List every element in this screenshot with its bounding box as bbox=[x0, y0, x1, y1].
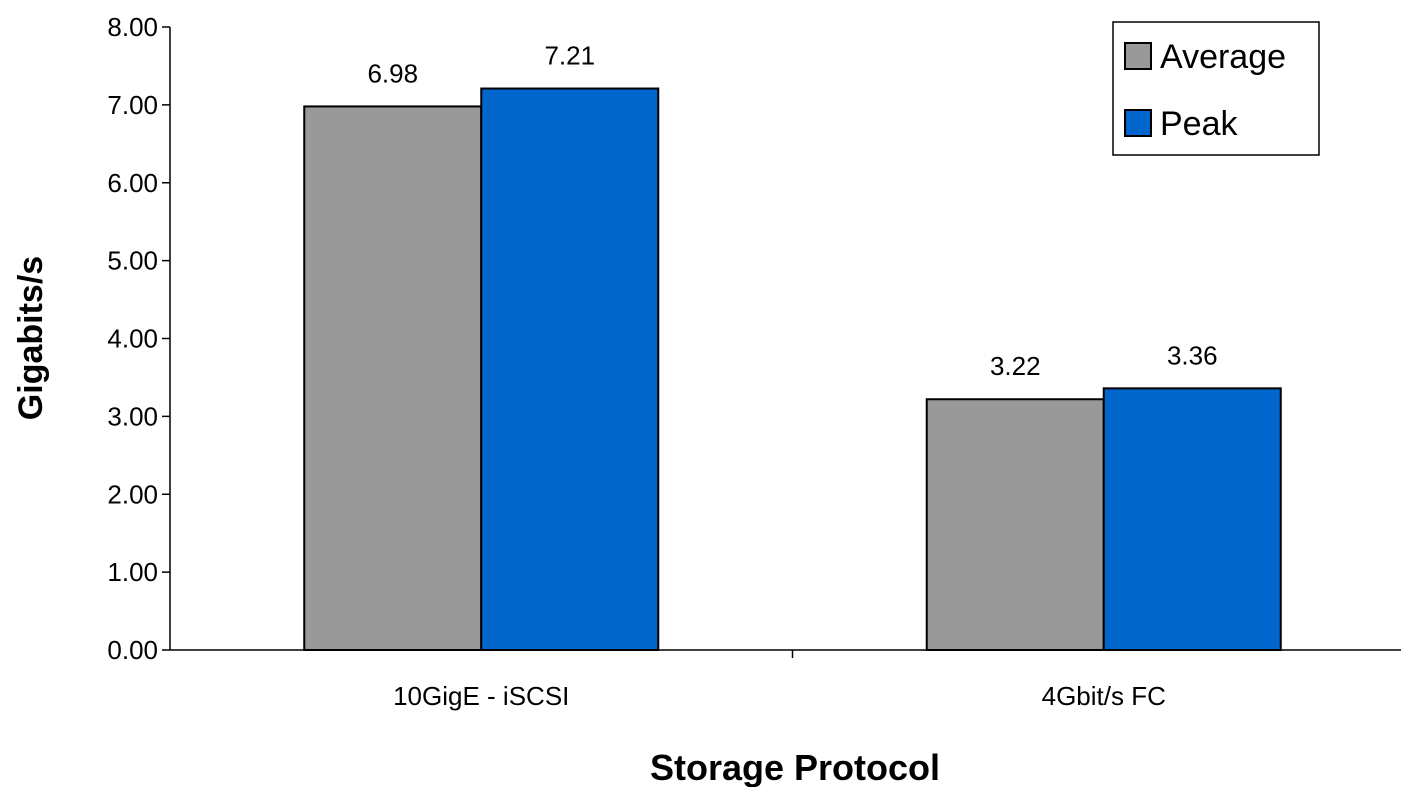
y-tick-label: 1.00 bbox=[107, 557, 158, 587]
data-label: 7.21 bbox=[544, 41, 595, 71]
x-category-label: 10GigE - iSCSI bbox=[393, 681, 569, 711]
y-tick-label: 0.00 bbox=[107, 635, 158, 665]
legend-swatch-average bbox=[1124, 42, 1152, 70]
data-labels: 6.98 7.21 3.22 3.36 bbox=[367, 41, 1217, 382]
legend: Average Peak bbox=[1112, 21, 1320, 156]
y-axis-ticks: 0.00 1.00 2.00 3.00 4.00 5.00 6.00 7.00 8.00 bbox=[107, 12, 170, 665]
y-tick-label: 2.00 bbox=[107, 479, 158, 509]
x-category-label: 4Gbit/s FC bbox=[1042, 681, 1166, 711]
legend-swatch-peak bbox=[1124, 109, 1152, 137]
bar-average-0 bbox=[303, 105, 483, 652]
y-tick-label: 8.00 bbox=[107, 12, 158, 42]
bar-peak-1 bbox=[1102, 387, 1282, 651]
x-axis-ticks: 10GigE - iSCSI 4Gbit/s FC bbox=[393, 650, 1166, 711]
y-tick-label: 5.00 bbox=[107, 246, 158, 276]
y-tick-label: 3.00 bbox=[107, 401, 158, 431]
legend-label-average: Average bbox=[1160, 38, 1286, 76]
legend-label-peak: Peak bbox=[1160, 105, 1238, 143]
data-label: 3.22 bbox=[990, 351, 1041, 381]
y-tick-label: 7.00 bbox=[107, 90, 158, 120]
y-tick-label: 4.00 bbox=[107, 324, 158, 354]
bar-marks bbox=[303, 87, 1282, 652]
y-tick-label: 6.00 bbox=[107, 168, 158, 198]
x-axis-title: Storage Protocol bbox=[650, 747, 940, 787]
y-axis-title: Gigabits/s bbox=[12, 256, 50, 420]
bar-peak-0 bbox=[480, 87, 660, 652]
bar-average-1 bbox=[925, 398, 1105, 651]
data-label: 3.36 bbox=[1167, 340, 1218, 370]
data-label: 6.98 bbox=[367, 58, 418, 88]
